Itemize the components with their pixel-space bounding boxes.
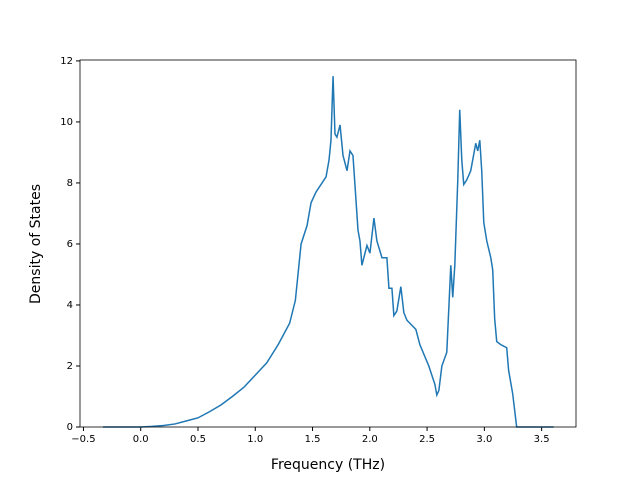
y-tick-label: 8	[67, 178, 73, 189]
x-tick-label: 0.5	[190, 434, 206, 445]
x-tick-label: 3.5	[534, 434, 550, 445]
y-tick-label: 10	[60, 117, 73, 128]
x-tick-label: −0.5	[71, 434, 95, 445]
data-line	[102, 76, 554, 428]
x-tick-label: 1.0	[247, 434, 263, 445]
y-tick-label: 6	[67, 239, 73, 250]
x-tick-label: 2.0	[362, 434, 378, 445]
y-tick-label: 12	[60, 56, 73, 67]
y-tick-label: 2	[67, 361, 73, 372]
y-tick-label: 0	[67, 422, 73, 433]
y-tick-label: 4	[67, 300, 73, 311]
y-axis-label: Density of States	[28, 184, 44, 304]
x-tick-label: 0.0	[133, 434, 149, 445]
x-tick-label: 1.5	[305, 434, 321, 445]
x-tick-label: 2.5	[419, 434, 435, 445]
x-axis-label: Frequency (THz)	[271, 457, 385, 473]
x-tick-label: 3.0	[476, 434, 492, 445]
plot-frame	[79, 59, 577, 428]
